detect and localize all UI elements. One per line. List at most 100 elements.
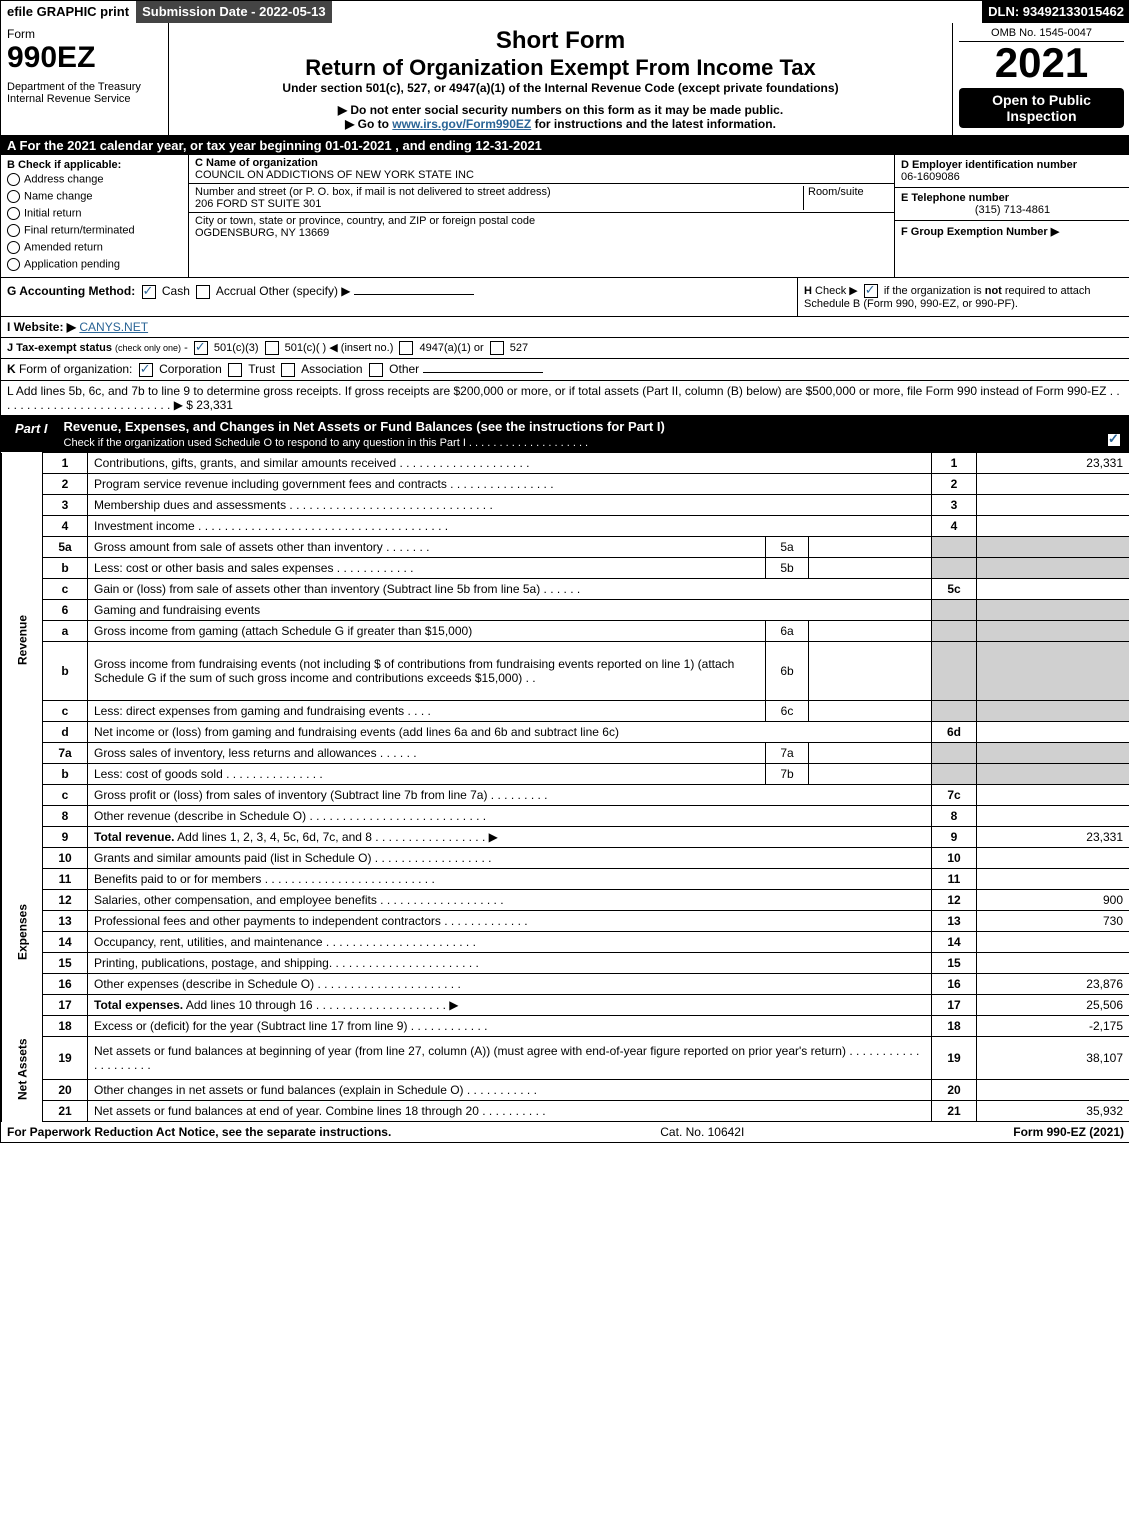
part-1-title: Revenue, Expenses, and Changes in Net As… (64, 419, 665, 434)
city-value: OGDENSBURG, NY 13669 (195, 227, 329, 239)
g-label: G Accounting Method: (7, 284, 135, 298)
check-cash[interactable] (142, 285, 156, 299)
group-exemption-label: F Group Exemption Number ▶ (901, 226, 1059, 238)
row-5a: 5a Gross amount from sale of assets othe… (2, 537, 1129, 558)
check-accrual[interactable] (196, 285, 210, 299)
main-table: Revenue 1 Contributions, gifts, grants, … (1, 452, 1129, 1122)
side-expenses: Expenses (2, 848, 43, 1016)
row-4: 4 Investment income . . . . . . . . . . … (2, 516, 1129, 537)
website-row: I Website: ▶ CANYS.NET (1, 317, 1129, 338)
section-a: A For the 2021 calendar year, or tax yea… (1, 136, 1129, 155)
col-b-title: B Check if applicable: (7, 159, 182, 171)
check-501c[interactable] (265, 341, 279, 355)
row-17: 17 Total expenses. Add lines 10 through … (2, 995, 1129, 1016)
row-6c: c Less: direct expenses from gaming and … (2, 701, 1129, 722)
check-corporation[interactable] (139, 363, 153, 377)
check-initial-return[interactable]: Initial return (7, 205, 182, 222)
side-revenue: Revenue (2, 453, 43, 827)
row-2: 2 Program service revenue including gove… (2, 474, 1129, 495)
other-specify-input[interactable] (354, 294, 474, 295)
check-association[interactable] (281, 363, 295, 377)
row-5b: b Less: cost or other basis and sales ex… (2, 558, 1129, 579)
check-name-change[interactable]: Name change (7, 188, 182, 205)
phone-row: E Telephone number (315) 713-4861 (895, 188, 1129, 221)
check-501c3[interactable] (194, 341, 208, 355)
row-8: 8 Other revenue (describe in Schedule O)… (2, 806, 1129, 827)
row-9: 9 Total revenue. Add lines 1, 2, 3, 4, 5… (2, 827, 1129, 848)
row-6a: a Gross income from gaming (attach Sched… (2, 621, 1129, 642)
check-527[interactable] (490, 341, 504, 355)
check-final-return[interactable]: Final return/terminated (7, 222, 182, 239)
street-value: 206 FORD ST SUITE 301 (195, 198, 321, 210)
submission-date: Submission Date - 2022-05-13 (136, 1, 333, 23)
row-6: 6 Gaming and fundraising events (2, 600, 1129, 621)
row-7c: c Gross profit or (loss) from sales of i… (2, 785, 1129, 806)
h-schedule-b: H Check ▶ if the organization is not req… (797, 278, 1129, 316)
phone-label: E Telephone number (901, 192, 1009, 204)
row-13: 13 Professional fees and other payments … (2, 911, 1129, 932)
tax-exempt-status: J Tax-exempt status (check only one) - 5… (1, 338, 1129, 359)
part-1-subtitle: Check if the organization used Schedule … (64, 437, 589, 449)
row-1: Revenue 1 Contributions, gifts, grants, … (2, 453, 1129, 474)
header: Form 990EZ Department of the Treasury In… (1, 23, 1129, 136)
subtitle: Under section 501(c), 527, or 4947(a)(1)… (175, 81, 946, 95)
side-net-assets: Net Assets (2, 1016, 43, 1122)
row-18: Net Assets 18 Excess or (deficit) for th… (2, 1016, 1129, 1037)
top-bar: efile GRAPHIC print Submission Date - 20… (1, 1, 1129, 23)
gh-row: G Accounting Method: Cash Accrual Other … (1, 278, 1129, 317)
line-l: L Add lines 5b, 6c, and 7b to line 9 to … (1, 381, 1129, 416)
header-left: Form 990EZ Department of the Treasury In… (1, 23, 169, 135)
goto-line: ▶ Go to www.irs.gov/Form990EZ for instru… (175, 117, 946, 131)
info-block: B Check if applicable: Address change Na… (1, 155, 1129, 278)
row-5c: c Gain or (loss) from sale of assets oth… (2, 579, 1129, 600)
goto-link[interactable]: www.irs.gov/Form990EZ (392, 117, 531, 131)
col-b: B Check if applicable: Address change Na… (1, 155, 189, 277)
check-other-org[interactable] (369, 363, 383, 377)
check-amended-return[interactable]: Amended return (7, 239, 182, 256)
row-6b: b Gross income from fundraising events (… (2, 642, 1129, 701)
footer-left: For Paperwork Reduction Act Notice, see … (7, 1125, 391, 1139)
name-label: C Name of organization (195, 157, 318, 169)
irs-label: Internal Revenue Service (7, 93, 162, 105)
check-schedule-o[interactable] (1107, 433, 1121, 447)
check-4947[interactable] (399, 341, 413, 355)
row-12: 12 Salaries, other compensation, and emp… (2, 890, 1129, 911)
dln-label: DLN: 93492133015462 (982, 1, 1129, 23)
footer: For Paperwork Reduction Act Notice, see … (1, 1122, 1129, 1142)
header-center: Short Form Return of Organization Exempt… (169, 23, 953, 135)
main-title: Return of Organization Exempt From Incom… (175, 55, 946, 81)
part-1-label: Part I (7, 419, 56, 449)
check-trust[interactable] (228, 363, 242, 377)
ein-label: D Employer identification number (901, 159, 1077, 171)
group-exemption-row: F Group Exemption Number ▶ (895, 221, 1129, 242)
footer-right: Form 990-EZ (2021) (1013, 1125, 1124, 1139)
row-6d: d Net income or (loss) from gaming and f… (2, 722, 1129, 743)
other-org-input[interactable] (423, 372, 543, 373)
warning: ▶ Do not enter social security numbers o… (175, 103, 946, 117)
row-19: 19 Net assets or fund balances at beginn… (2, 1037, 1129, 1080)
org-name-row: C Name of organization COUNCIL ON ADDICT… (189, 155, 894, 184)
phone-value: (315) 713-4861 (901, 204, 1124, 216)
row-14: 14 Occupancy, rent, utilities, and maint… (2, 932, 1129, 953)
short-form-title: Short Form (175, 27, 946, 55)
footer-center: Cat. No. 10642I (391, 1125, 1013, 1139)
street-label: Number and street (or P. O. box, if mail… (195, 186, 551, 198)
website-link[interactable]: CANYS.NET (79, 320, 148, 334)
city-row: City or town, state or province, country… (189, 213, 894, 241)
col-de: D Employer identification number 06-1609… (895, 155, 1129, 277)
row-10: Expenses 10 Grants and similar amounts p… (2, 848, 1129, 869)
room-label: Room/suite (804, 186, 888, 210)
form-number: 990EZ (7, 41, 162, 75)
accounting-method: G Accounting Method: Cash Accrual Other … (1, 278, 797, 316)
row-15: 15 Printing, publications, postage, and … (2, 953, 1129, 974)
part-1-header: Part I Revenue, Expenses, and Changes in… (1, 416, 1129, 452)
check-schedule-b[interactable] (864, 284, 878, 298)
street-row: Number and street (or P. O. box, if mail… (189, 184, 894, 213)
tax-year: 2021 (959, 42, 1124, 84)
ein-row: D Employer identification number 06-1609… (895, 155, 1129, 188)
efile-label: efile GRAPHIC print (1, 1, 136, 23)
check-address-change[interactable]: Address change (7, 171, 182, 188)
row-16: 16 Other expenses (describe in Schedule … (2, 974, 1129, 995)
check-application-pending[interactable]: Application pending (7, 256, 182, 273)
row-7b: b Less: cost of goods sold . . . . . . .… (2, 764, 1129, 785)
